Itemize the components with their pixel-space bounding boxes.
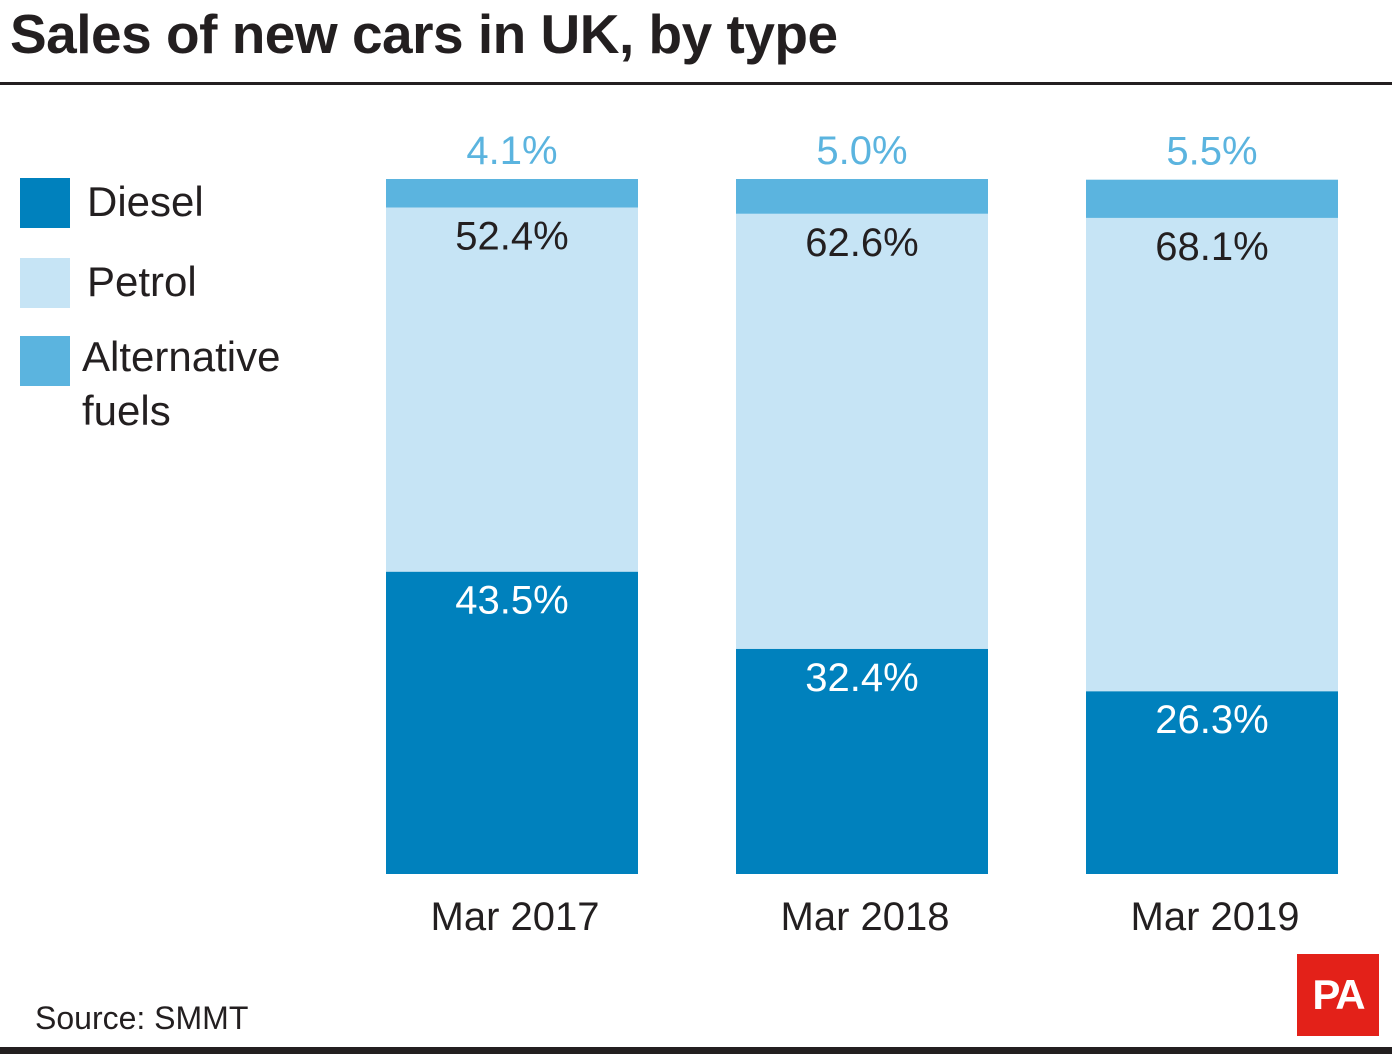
bar-segment-alternative-fuels-mar-2017 xyxy=(386,179,638,208)
bar-segment-petrol-mar-2019 xyxy=(1086,217,1338,692)
source-note: Source: SMMT xyxy=(35,1000,249,1036)
bar-segment-alternative-fuels-mar-2019 xyxy=(1086,179,1338,218)
pa-logo: PA xyxy=(1297,954,1379,1036)
data-label-petrol-mar-2019: 68.1% xyxy=(1155,225,1268,269)
data-label-diesel-mar-2019: 26.3% xyxy=(1155,698,1268,742)
x-tick-label-mar-2019: Mar 2019 xyxy=(1131,895,1300,939)
bar-segment-petrol-mar-2017 xyxy=(386,207,638,572)
data-label-diesel-mar-2018: 32.4% xyxy=(805,656,918,700)
legend-label-petrol: Petrol xyxy=(87,258,197,305)
bar-segment-diesel-mar-2018 xyxy=(736,648,988,874)
bottom-divider xyxy=(0,1047,1392,1054)
data-label-petrol-mar-2017: 52.4% xyxy=(455,214,568,258)
legend-label-diesel: Diesel xyxy=(87,178,204,225)
bar-segment-diesel-mar-2017 xyxy=(386,571,638,874)
title-divider xyxy=(0,82,1392,85)
legend-label-alternative-fuels: Alternative fuels xyxy=(82,333,281,434)
data-label-alternative-fuels-mar-2019: 5.5% xyxy=(1166,130,1257,174)
data-label-alternative-fuels-mar-2018: 5.0% xyxy=(816,129,907,173)
x-tick-label-mar-2018: Mar 2018 xyxy=(781,895,950,939)
bar-segment-alternative-fuels-mar-2018 xyxy=(736,179,988,214)
chart-title: Sales of new cars in UK, by type xyxy=(10,3,838,65)
data-label-petrol-mar-2018: 62.6% xyxy=(805,221,918,265)
data-label-diesel-mar-2017: 43.5% xyxy=(455,579,568,623)
legend-swatch-diesel xyxy=(20,178,70,228)
bar-segment-diesel-mar-2019 xyxy=(1086,691,1338,874)
x-tick-label-mar-2017: Mar 2017 xyxy=(431,895,600,939)
legend-swatch-petrol xyxy=(20,258,70,308)
data-label-alternative-fuels-mar-2017: 4.1% xyxy=(466,129,557,173)
legend-swatch-alternative-fuels xyxy=(20,336,70,386)
bar-segment-petrol-mar-2018 xyxy=(736,213,988,649)
